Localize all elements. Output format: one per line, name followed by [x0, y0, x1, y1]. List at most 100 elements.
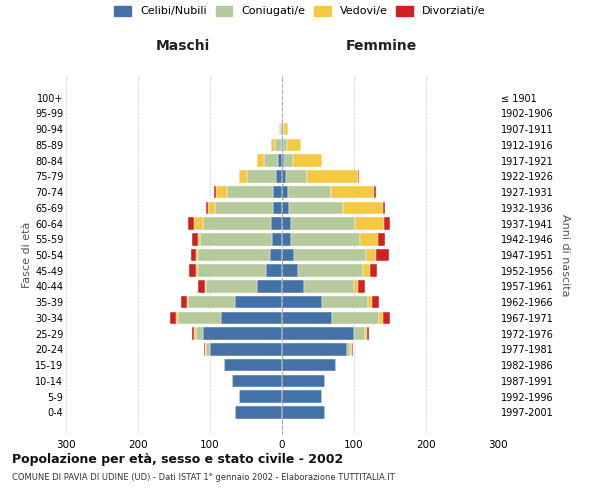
Bar — [178, 312, 221, 324]
Bar — [282, 406, 325, 418]
Bar — [360, 233, 378, 245]
Bar — [354, 328, 365, 340]
Bar — [271, 248, 282, 262]
Bar — [282, 390, 322, 403]
Bar — [264, 154, 278, 167]
Bar — [194, 217, 203, 230]
Bar — [289, 202, 343, 214]
Bar — [198, 280, 205, 293]
Bar — [257, 280, 282, 293]
Bar — [192, 328, 194, 340]
Bar — [170, 312, 176, 324]
Text: Maschi: Maschi — [155, 38, 210, 52]
Bar — [232, 374, 282, 387]
Text: COMUNE DI PAVIA DI UDINE (UD) - Dati ISTAT 1° gennaio 2002 - Elaborazione TUTTIT: COMUNE DI PAVIA DI UDINE (UD) - Dati IST… — [12, 472, 395, 482]
Bar — [272, 233, 282, 245]
Bar — [282, 233, 292, 245]
Bar — [383, 312, 390, 324]
Bar — [354, 280, 358, 293]
Bar — [205, 343, 206, 355]
Bar — [379, 312, 383, 324]
Bar — [196, 264, 198, 277]
Bar — [208, 202, 215, 214]
Bar — [282, 138, 283, 151]
Bar — [203, 328, 282, 340]
Bar — [181, 296, 187, 308]
Bar — [206, 202, 208, 214]
Bar — [281, 123, 282, 136]
Bar — [293, 154, 322, 167]
Bar — [358, 280, 365, 293]
Bar — [274, 186, 282, 198]
Bar — [372, 296, 379, 308]
Bar — [282, 154, 284, 167]
Bar — [194, 328, 196, 340]
Bar — [384, 217, 390, 230]
Bar — [282, 248, 293, 262]
Bar — [290, 217, 355, 230]
Bar — [176, 312, 178, 324]
Bar — [198, 264, 266, 277]
Bar — [215, 202, 272, 214]
Bar — [282, 374, 325, 387]
Bar — [287, 138, 301, 151]
Bar — [352, 343, 353, 355]
Legend: Celibi/Nubili, Coniugati/e, Vedovi/e, Divorziati/e: Celibi/Nubili, Coniugati/e, Vedovi/e, Di… — [115, 6, 485, 16]
Bar — [304, 280, 354, 293]
Bar — [235, 406, 282, 418]
Bar — [376, 248, 389, 262]
Bar — [358, 170, 359, 182]
Bar — [286, 170, 307, 182]
Bar — [292, 233, 360, 245]
Bar — [196, 248, 199, 262]
Text: Popolazione per età, sesso e stato civile - 2002: Popolazione per età, sesso e stato civil… — [12, 452, 343, 466]
Bar — [192, 233, 198, 245]
Bar — [282, 186, 288, 198]
Bar — [282, 170, 286, 182]
Bar — [332, 312, 379, 324]
Bar — [191, 248, 196, 262]
Bar — [282, 202, 289, 214]
Bar — [221, 312, 282, 324]
Bar — [272, 202, 282, 214]
Bar — [374, 186, 376, 198]
Bar — [188, 217, 194, 230]
Bar — [368, 296, 372, 308]
Bar — [216, 186, 227, 198]
Bar — [282, 312, 332, 324]
Bar — [196, 328, 203, 340]
Bar — [206, 280, 257, 293]
Bar — [307, 170, 358, 182]
Bar — [282, 107, 283, 120]
Bar — [365, 328, 367, 340]
Bar — [365, 248, 376, 262]
Bar — [279, 123, 280, 136]
Bar — [282, 343, 347, 355]
Bar — [282, 296, 322, 308]
Bar — [224, 359, 282, 372]
Bar — [271, 138, 275, 151]
Bar — [282, 359, 336, 372]
Bar — [214, 186, 216, 198]
Bar — [199, 248, 271, 262]
Bar — [284, 123, 288, 136]
Bar — [293, 248, 365, 262]
Bar — [206, 343, 210, 355]
Y-axis label: Fasce di età: Fasce di età — [22, 222, 32, 288]
Bar — [275, 138, 281, 151]
Bar — [350, 343, 352, 355]
Bar — [370, 264, 377, 277]
Bar — [200, 233, 272, 245]
Bar — [282, 280, 304, 293]
Bar — [331, 186, 374, 198]
Bar — [278, 154, 282, 167]
Bar — [383, 202, 385, 214]
Bar — [239, 170, 247, 182]
Bar — [203, 343, 205, 355]
Bar — [347, 343, 350, 355]
Bar — [298, 264, 362, 277]
Bar — [280, 123, 281, 136]
Bar — [283, 138, 287, 151]
Bar — [282, 123, 283, 136]
Y-axis label: Anni di nascita: Anni di nascita — [560, 214, 571, 296]
